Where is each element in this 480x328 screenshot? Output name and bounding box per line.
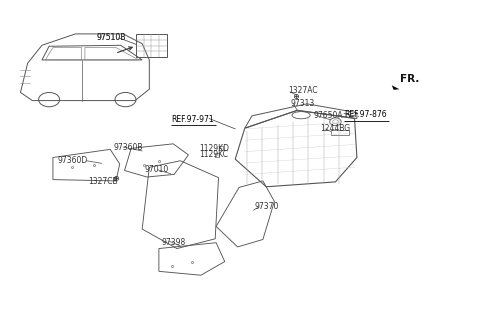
Text: 97650A: 97650A (314, 112, 344, 120)
Text: 97360B: 97360B (114, 143, 143, 152)
Polygon shape (392, 85, 399, 90)
Text: 1129KD: 1129KD (199, 144, 229, 153)
Text: 97510B: 97510B (97, 33, 126, 42)
Text: REF.97-971: REF.97-971 (171, 114, 214, 124)
Text: 97010: 97010 (144, 165, 169, 174)
Text: 1327CB: 1327CB (88, 177, 118, 186)
Text: 97510B: 97510B (97, 33, 126, 42)
Text: 1244BG: 1244BG (320, 124, 350, 133)
Text: 97313: 97313 (290, 99, 314, 108)
Text: FR.: FR. (400, 74, 419, 84)
Text: 97360D: 97360D (58, 156, 88, 165)
Text: 97398: 97398 (162, 237, 186, 247)
Text: 1129KC: 1129KC (199, 150, 228, 159)
Text: 97370: 97370 (254, 202, 279, 212)
Text: 1327AC: 1327AC (288, 86, 317, 95)
Text: REF.97-876: REF.97-876 (344, 111, 387, 119)
